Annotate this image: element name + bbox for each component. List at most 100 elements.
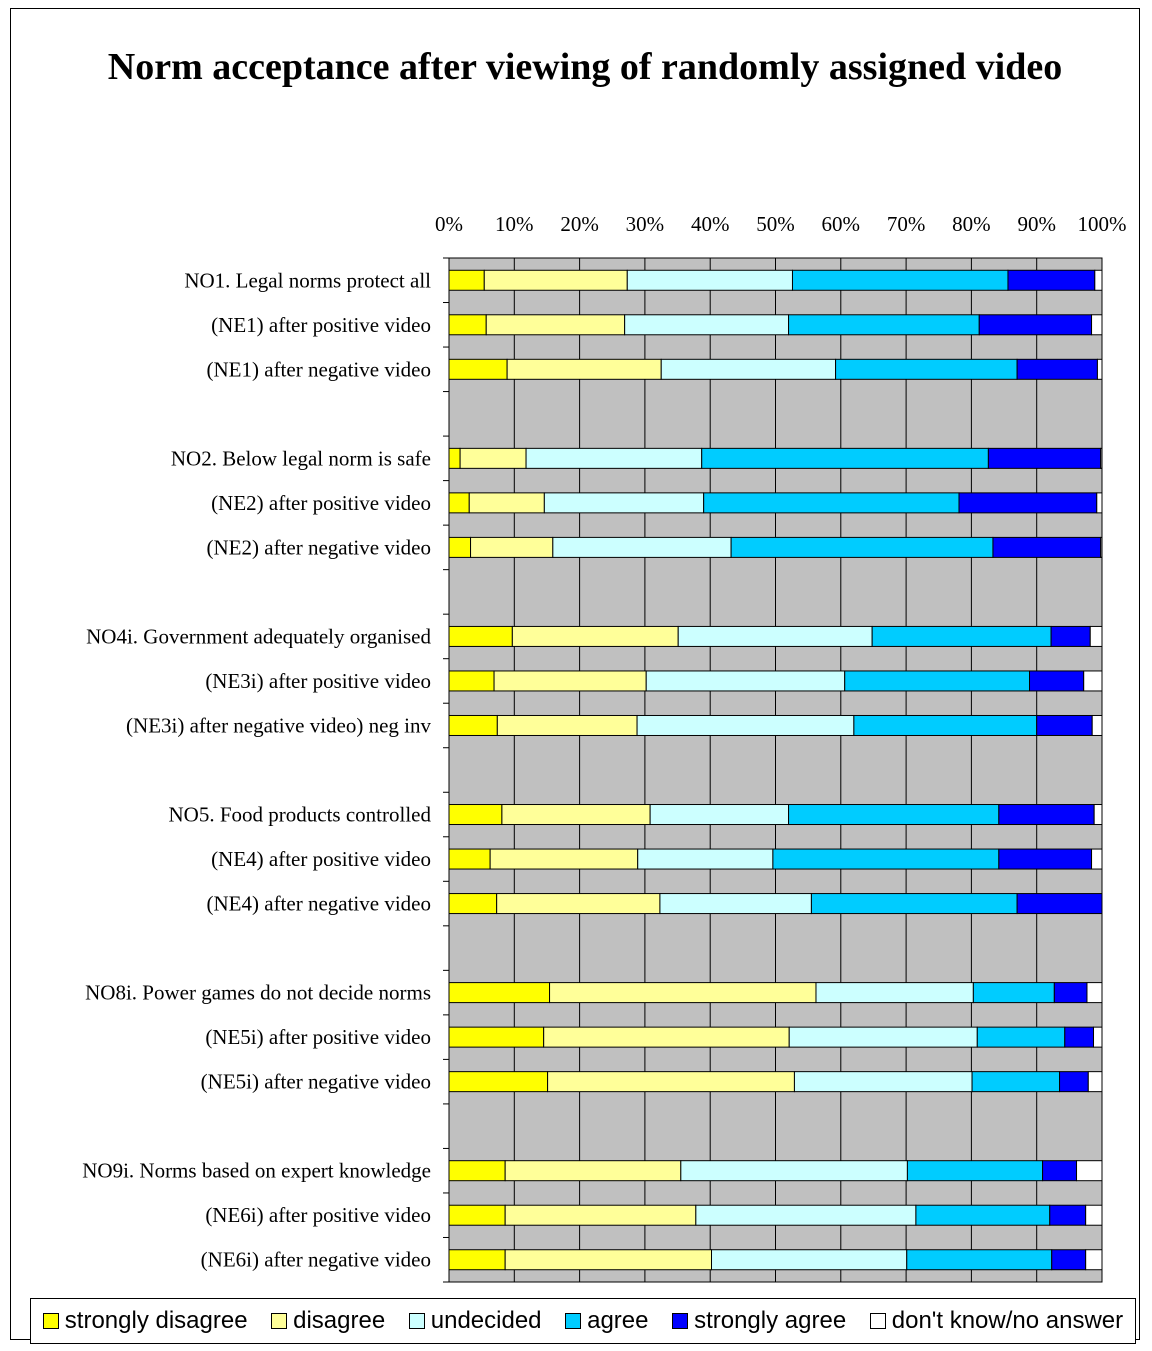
bar-segment — [493, 670, 647, 692]
x-tick-label: 0% — [435, 212, 463, 236]
category-label: NO5. Food products controlled — [169, 803, 432, 827]
bar-segment — [1053, 982, 1088, 1004]
category-label: (NE1) after negative video — [207, 357, 431, 381]
x-tick-label: 30% — [626, 212, 665, 236]
category-label: (NE3i) after positive video — [205, 669, 431, 693]
bar-segment — [915, 1204, 1051, 1226]
category-label: (NE1) after positive video — [211, 313, 431, 337]
x-tick-label: 90% — [1017, 212, 1056, 236]
bar-segment — [1051, 1249, 1087, 1271]
category-label: (NE5i) after positive video — [205, 1025, 431, 1049]
bar-segment — [793, 1071, 973, 1093]
legend-item: strongly agree — [672, 1307, 846, 1335]
bar-segment — [1087, 1071, 1103, 1093]
bar-segment — [448, 982, 551, 1004]
bar-segment — [1029, 670, 1085, 692]
bar-segment — [703, 492, 960, 514]
bar-segment — [971, 1071, 1061, 1093]
bar-segment — [448, 1026, 545, 1048]
legend-item: agree — [565, 1307, 649, 1335]
bar-segment — [987, 447, 1102, 469]
x-tick-label: 100% — [1078, 212, 1127, 236]
bar-segment — [485, 314, 626, 336]
bar-segment — [543, 492, 705, 514]
bar-segment — [448, 848, 491, 870]
bar-segment — [1085, 1249, 1103, 1271]
bar-segment — [504, 1204, 697, 1226]
bar-segment — [1100, 536, 1103, 558]
bar-segment — [649, 804, 790, 826]
category-label: NO1. Legal norms protect all — [184, 268, 431, 292]
bar-segment — [1059, 1071, 1089, 1093]
legend-label: strongly disagree — [64, 1307, 248, 1334]
category-label: (NE4) after positive video — [211, 847, 431, 871]
bar-segment — [730, 536, 994, 558]
bar-segment — [772, 848, 1000, 870]
bar-segment — [543, 1026, 790, 1048]
bar-segment — [1094, 269, 1103, 291]
x-tick-label: 60% — [822, 212, 861, 236]
bar-segment — [1085, 1204, 1103, 1226]
legend-label: undecided — [430, 1307, 542, 1334]
bar-segment — [844, 670, 1031, 692]
bar-segment — [1036, 714, 1093, 736]
category-label: NO4i. Government adequately organised — [86, 624, 431, 648]
bar-segment — [448, 893, 498, 915]
bar-segment — [511, 625, 679, 647]
bar-segment — [1093, 804, 1103, 826]
bar-segment — [998, 848, 1093, 870]
legend-label: disagree — [293, 1307, 386, 1334]
legend-item: undecided — [408, 1307, 542, 1335]
category-label: (NE6i) after negative video — [201, 1248, 431, 1272]
bar-segment — [1083, 670, 1103, 692]
bar-segment — [815, 982, 974, 1004]
bar-segment — [448, 358, 508, 380]
bar-segment — [470, 536, 554, 558]
bar-segment — [788, 314, 980, 336]
bar-segment — [448, 1160, 506, 1182]
bar-segment — [1042, 1160, 1078, 1182]
legend-swatch — [565, 1313, 582, 1329]
bar-segment — [791, 269, 1009, 291]
bar-segment — [1016, 893, 1103, 915]
bar-segment — [1086, 982, 1103, 1004]
category-label: NO9i. Norms based on expert knowledge — [82, 1159, 431, 1183]
bar-segment — [1049, 1204, 1087, 1226]
bar-segment — [504, 1249, 713, 1271]
bar-segment — [1089, 625, 1103, 647]
bar-segment — [1016, 358, 1098, 380]
bar-segment — [547, 1071, 795, 1093]
bar-segment — [677, 625, 873, 647]
x-tick-label: 40% — [691, 212, 730, 236]
bar-segment — [958, 492, 1098, 514]
bar-segment — [1093, 1026, 1103, 1048]
x-tick-label: 80% — [952, 212, 991, 236]
legend-label: agree — [587, 1307, 649, 1334]
category-label: (NE2) after negative video — [207, 535, 431, 559]
x-tick-label: 10% — [495, 212, 534, 236]
bar-segment — [998, 804, 1095, 826]
bar-segment — [448, 1204, 506, 1226]
bar-segment — [549, 982, 817, 1004]
legend-item: don't know/no answer — [869, 1307, 1123, 1335]
legend-swatch — [271, 1313, 288, 1329]
category-label: (NE2) after positive video — [211, 491, 431, 515]
bar-segment — [468, 492, 545, 514]
bar-segment — [788, 804, 1000, 826]
bar-segment — [1091, 314, 1103, 336]
bar-segment — [448, 447, 461, 469]
bar-segment — [1091, 848, 1103, 870]
bar-segment — [489, 848, 639, 870]
bar-segment — [810, 893, 1018, 915]
bar-segment — [448, 714, 498, 736]
bar-segment — [871, 625, 1052, 647]
bar-segment — [1096, 358, 1103, 380]
bar-segment — [1064, 1026, 1095, 1048]
chart-title: Norm acceptance after viewing of randoml… — [107, 46, 1063, 88]
bar-segment — [1007, 269, 1096, 291]
bar-segment — [695, 1204, 917, 1226]
bar-segment — [978, 314, 1093, 336]
x-tick-label: 20% — [560, 212, 599, 236]
bar-segment — [448, 670, 495, 692]
bar-segment — [1091, 714, 1103, 736]
